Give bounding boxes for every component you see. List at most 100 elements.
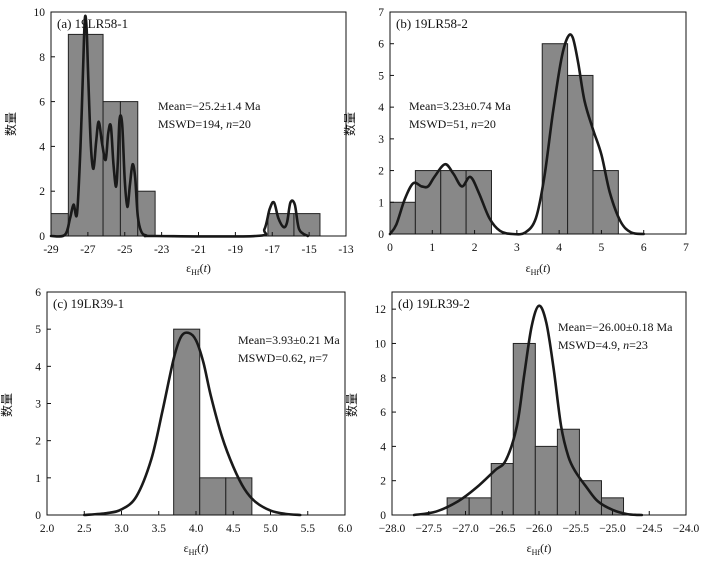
x-tick-label: -17 <box>265 244 281 256</box>
x-tick-label: −26.5 <box>489 523 516 535</box>
y-tick-label: 0 <box>380 510 386 522</box>
stats-annotation-line: Mean=−26.00±0.18 Ma <box>558 320 673 334</box>
x-axis-label: εHf(t) <box>184 541 209 557</box>
y-tick-label: 0 <box>378 229 384 241</box>
x-axis-label: εHf(t) <box>526 261 551 277</box>
x-tick-label: 6.0 <box>338 523 353 535</box>
y-tick-label: 6 <box>35 287 41 299</box>
x-axis-label: εHf(t) <box>186 261 211 277</box>
panel-1: 0 2 4 6 8 10 -29 -27 -25 -23 -21 -19 -17 -15 -13 (a) 19… <box>3 7 354 277</box>
y-axis-label: 数量 <box>0 393 14 417</box>
x-tick-label: 3 <box>514 242 520 254</box>
y-tick-label: 6 <box>380 407 386 419</box>
y-tick-label: 2 <box>35 436 41 448</box>
y-tick-label: 2 <box>378 166 384 178</box>
histogram-bar <box>541 43 569 235</box>
y-tick-label: 5 <box>378 70 384 82</box>
y-tick-label: 0 <box>39 231 45 243</box>
x-tick-label: −26.0 <box>526 523 553 535</box>
y-axis-label: 数量 <box>344 393 359 417</box>
x-tick-label: 4.5 <box>226 523 241 535</box>
panel-title: (a) 19LR58-1 <box>57 16 128 31</box>
stats-annotation-line: MSWD=4.9, n=23 <box>558 338 648 352</box>
panel-title: (b) 19LR58-2 <box>396 16 468 31</box>
x-tick-label: -25 <box>117 244 133 256</box>
x-tick-label: 2 <box>472 242 478 254</box>
histogram-bar <box>534 445 558 516</box>
x-tick-label: -19 <box>228 244 244 256</box>
x-tick-label: 6 <box>641 242 647 254</box>
y-tick-label: 4 <box>378 102 384 114</box>
y-tick-label: 0 <box>35 510 41 522</box>
y-axis-label: 数量 <box>342 112 357 136</box>
stats-annotation-line: MSWD=0.62, n=7 <box>238 351 328 365</box>
x-tick-label: −24.0 <box>673 523 700 535</box>
y-tick-label: 7 <box>378 7 384 19</box>
panel-title: (d) 19LR39-2 <box>398 296 470 311</box>
x-tick-label: −25.0 <box>599 523 626 535</box>
x-tick-label: 2.5 <box>77 523 92 535</box>
panel-title: (c) 19LR39-1 <box>53 296 124 311</box>
x-tick-label: 5.0 <box>263 523 278 535</box>
stats-annotation-line: Mean=3.23±0.74 Ma <box>409 99 511 113</box>
y-tick-label: 4 <box>380 441 386 453</box>
x-tick-label: 2.0 <box>40 523 55 535</box>
y-tick-label: 2 <box>380 476 386 488</box>
x-axis-label: εHf(t) <box>527 541 552 557</box>
stats-annotation-line: Mean=−25.2±1.4 Ma <box>158 99 261 113</box>
stats-annotation-line: Mean=3.93±0.21 Ma <box>238 333 340 347</box>
y-tick-label: 8 <box>39 52 45 64</box>
y-tick-label: 10 <box>375 338 387 350</box>
y-tick-label: 12 <box>375 304 387 316</box>
stats-annotation-line: MSWD=194, n=20 <box>158 117 251 131</box>
x-tick-label: −27.5 <box>415 523 442 535</box>
panel-3: 0 1 2 3 4 5 6 2.0 2.5 3.0 3.5 4.0 4.5 5.0 5.5 6.0 (c) 19… <box>0 287 352 557</box>
plot-frame <box>389 11 687 235</box>
x-tick-label: -21 <box>191 244 207 256</box>
x-tick-label: 5.5 <box>301 523 316 535</box>
x-tick-label: -15 <box>301 244 317 256</box>
x-tick-label: -29 <box>43 244 59 256</box>
x-tick-label: -13 <box>338 244 354 256</box>
y-tick-label: 1 <box>35 473 41 485</box>
y-tick-label: 10 <box>34 7 46 19</box>
histogram-bar <box>440 170 467 235</box>
x-tick-label: 3.5 <box>152 523 167 535</box>
x-tick-label: 7 <box>683 242 689 254</box>
x-tick-label: −28.0 <box>379 523 406 535</box>
x-tick-label: −25.5 <box>562 523 589 535</box>
x-tick-label: 5 <box>599 242 605 254</box>
histogram-bar <box>173 328 201 516</box>
x-tick-label: −27.0 <box>452 523 479 535</box>
x-tick-label: 0 <box>387 242 393 254</box>
x-tick-label: 1 <box>429 242 435 254</box>
x-tick-label: 4 <box>556 242 562 254</box>
panel-2: 0 1 2 3 4 5 6 7 0 1 2 3 4 5 6 7 (b) 19LR58-2 εHf(t) 数量 Mean… <box>342 7 689 277</box>
y-tick-label: 2 <box>39 186 45 198</box>
y-tick-label: 4 <box>35 361 41 373</box>
x-tick-label: -23 <box>154 244 170 256</box>
x-tick-label: −24.5 <box>636 523 663 535</box>
y-tick-label: 1 <box>378 197 384 209</box>
histogram-bar <box>414 170 442 235</box>
density-curve <box>82 331 302 517</box>
x-tick-label: 3.0 <box>114 523 129 535</box>
density-curve <box>412 304 644 517</box>
histogram-bar <box>199 477 227 516</box>
histogram-bar <box>567 74 594 235</box>
histogram-bar <box>578 480 602 516</box>
y-tick-label: 8 <box>380 373 386 385</box>
y-tick-label: 3 <box>35 399 41 411</box>
histogram-bar <box>225 477 253 516</box>
x-tick-label: -27 <box>80 244 96 256</box>
y-tick-label: 4 <box>39 141 45 153</box>
y-tick-label: 6 <box>39 97 45 109</box>
y-axis-label: 数量 <box>3 112 18 136</box>
histogram-bar <box>465 170 492 235</box>
stats-annotation-line: MSWD=51, n=20 <box>409 117 496 131</box>
density-curve <box>49 14 310 238</box>
y-tick-label: 3 <box>378 134 384 146</box>
